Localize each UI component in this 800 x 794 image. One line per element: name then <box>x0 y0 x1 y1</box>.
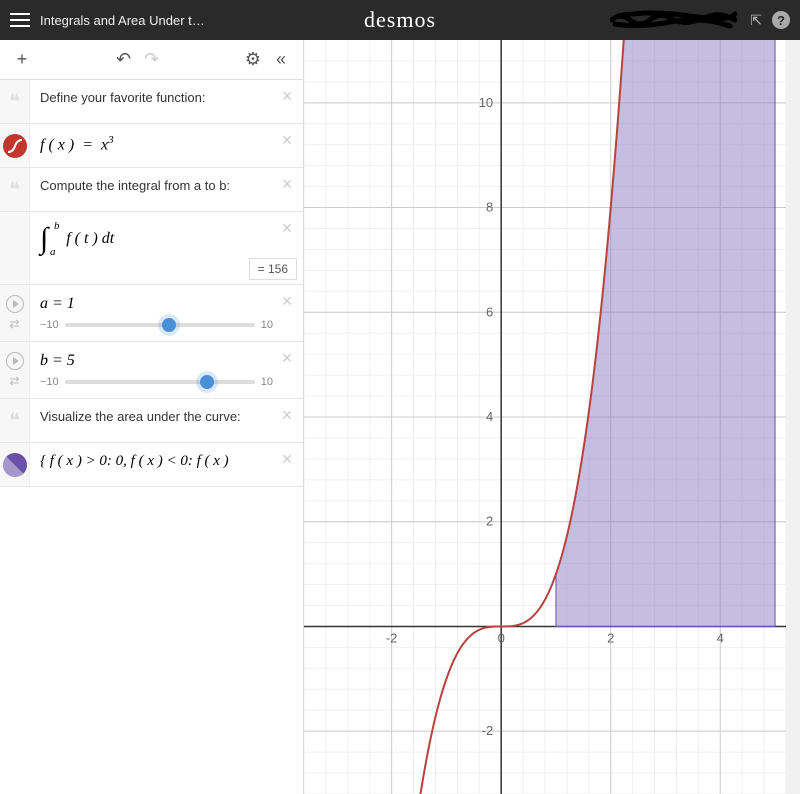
redaction-scribble <box>610 8 740 32</box>
scrollbar[interactable] <box>786 40 800 794</box>
expression-row[interactable]: ❝ Define your favorite function: × <box>0 80 303 124</box>
note-text: Define your favorite function: <box>40 90 273 105</box>
slider-min[interactable]: −10 <box>40 319 59 331</box>
svg-text:-2: -2 <box>386 630 398 645</box>
slider-thumb[interactable] <box>162 318 176 332</box>
graph-canvas[interactable]: -2 0 2 4 -2 2 4 6 8 10 <box>304 40 800 794</box>
expression-row[interactable]: ⇄ a = 1 −10 10 × <box>0 285 303 342</box>
svg-text:4: 4 <box>486 409 493 424</box>
delete-row-icon[interactable]: × <box>277 218 297 238</box>
slider-min[interactable]: −10 <box>40 376 59 388</box>
slider-mode-icon[interactable]: ⇄ <box>9 374 19 388</box>
slider-max[interactable]: 10 <box>261 376 273 388</box>
delete-row-icon[interactable]: × <box>277 449 297 469</box>
note-text: Compute the integral from a to b: <box>40 178 273 193</box>
slider-thumb[interactable] <box>200 375 214 389</box>
add-expression-button[interactable]: + <box>8 46 36 74</box>
svg-text:2: 2 <box>486 514 493 529</box>
document-title[interactable]: Integrals and Area Under t… <box>40 13 205 28</box>
delete-row-icon[interactable]: × <box>277 86 297 106</box>
slider-track[interactable] <box>65 380 255 384</box>
svg-text:6: 6 <box>486 304 493 319</box>
expression-row[interactable]: ❝ Compute the integral from a to b: × <box>0 168 303 212</box>
collapse-panel-button[interactable]: « <box>267 46 295 74</box>
expression-toolbar: + ↶ ↷ ⚙ « <box>0 40 303 80</box>
delete-row-icon[interactable]: × <box>277 348 297 368</box>
expression-row[interactable]: ∫ b a f ( t ) dt = 156 × <box>0 212 303 285</box>
share-icon[interactable]: ⇱ <box>750 12 762 29</box>
slider-mode-icon[interactable]: ⇄ <box>9 317 19 331</box>
svg-text:0: 0 <box>498 630 505 645</box>
variable-text: a = 1 <box>40 295 273 313</box>
integral-upper: b <box>54 220 60 232</box>
delete-row-icon[interactable]: × <box>277 130 297 150</box>
slider-track[interactable] <box>65 323 255 327</box>
expression-row[interactable]: ⇄ b = 5 −10 10 × <box>0 342 303 399</box>
expression-text: f ( x ) = x3 <box>40 134 273 154</box>
svg-text:-2: -2 <box>482 723 494 738</box>
play-slider-button[interactable] <box>6 352 24 370</box>
result-badge: = 156 <box>249 258 297 280</box>
expression-row[interactable]: f ( x ) = x3 × <box>0 124 303 168</box>
help-icon[interactable]: ? <box>772 11 790 29</box>
expression-row[interactable]: { f ( x ) > 0: 0, f ( x ) < 0: f ( x ) × <box>0 443 303 487</box>
top-bar: Integrals and Area Under t… desmos ⇱ ? <box>0 0 800 40</box>
svg-text:4: 4 <box>717 630 724 645</box>
integrand-text: f ( t ) dt <box>66 230 114 248</box>
variable-text: b = 5 <box>40 352 273 370</box>
delete-row-icon[interactable]: × <box>277 405 297 425</box>
slider-max[interactable]: 10 <box>261 319 273 331</box>
delete-row-icon[interactable]: × <box>277 174 297 194</box>
redo-button[interactable]: ↷ <box>138 46 166 74</box>
graph-settings-button[interactable]: ⚙ <box>239 46 267 74</box>
expression-row[interactable]: ❝ Visualize the area under the curve: × <box>0 399 303 443</box>
expression-panel: + ↶ ↷ ⚙ « ❝ Define your favorite functio… <box>0 40 304 794</box>
fill-color-swatch[interactable] <box>3 453 27 477</box>
play-slider-button[interactable] <box>6 295 24 313</box>
svg-text:2: 2 <box>607 630 614 645</box>
note-icon: ❝ <box>9 177 20 202</box>
undo-button[interactable]: ↶ <box>110 46 138 74</box>
brand-logo: desmos <box>364 7 436 33</box>
note-icon: ❝ <box>9 89 20 114</box>
note-icon: ❝ <box>9 408 20 433</box>
expression-list: ❝ Define your favorite function: × f ( x… <box>0 80 303 794</box>
integral-lower: a <box>50 246 56 258</box>
note-text: Visualize the area under the curve: <box>40 409 273 424</box>
delete-row-icon[interactable]: × <box>277 291 297 311</box>
menu-icon[interactable] <box>10 13 30 27</box>
svg-text:10: 10 <box>479 95 493 110</box>
curve-color-swatch[interactable] <box>3 134 27 158</box>
expression-text: { f ( x ) > 0: 0, f ( x ) < 0: f ( x ) <box>40 453 273 470</box>
svg-text:8: 8 <box>486 200 493 215</box>
